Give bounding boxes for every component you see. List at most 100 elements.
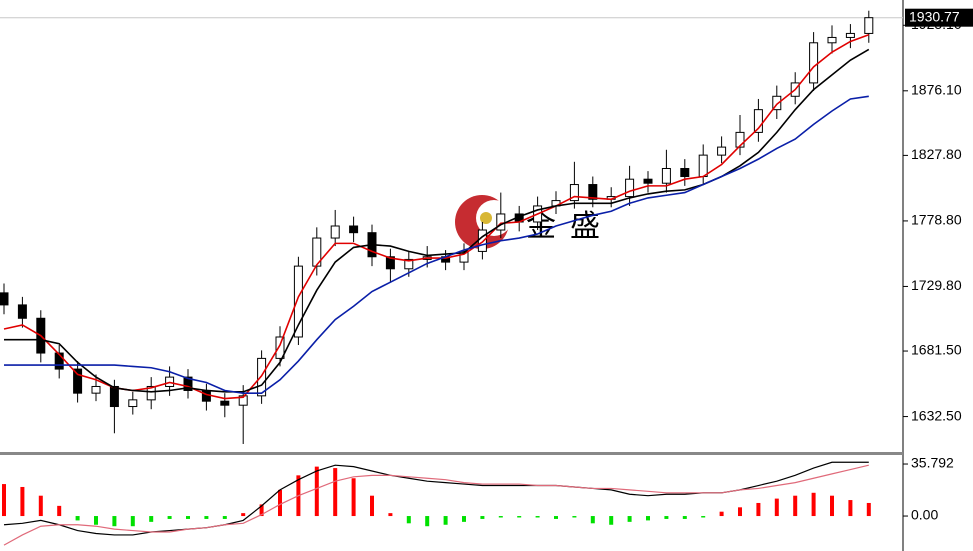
candle-body xyxy=(109,385,119,408)
candle-body xyxy=(588,184,598,200)
y-tick-label: 1876.10 xyxy=(911,82,962,98)
histogram-bar xyxy=(186,516,190,519)
candle-body xyxy=(477,229,487,252)
candle-body xyxy=(496,213,506,231)
histogram-bar xyxy=(370,495,374,517)
candle-body xyxy=(643,178,653,184)
histogram-bar xyxy=(498,516,503,518)
histogram-bar xyxy=(314,466,319,517)
candle-body xyxy=(293,265,303,338)
histogram-bar xyxy=(406,516,411,524)
histogram-bar xyxy=(793,495,798,517)
histogram-bar xyxy=(830,495,834,517)
candle-body xyxy=(275,336,285,359)
histogram-bar xyxy=(738,507,742,517)
candle-body xyxy=(809,42,819,84)
histogram-bar xyxy=(75,516,80,521)
histogram-bar xyxy=(535,516,540,518)
histogram-bar xyxy=(149,516,154,522)
candle-body xyxy=(0,292,9,306)
candle-body xyxy=(73,368,83,394)
histogram-bar xyxy=(425,516,430,527)
histogram-bar xyxy=(517,516,522,518)
moving-average xyxy=(3,34,870,400)
candle-body xyxy=(569,184,579,202)
histogram-bar xyxy=(682,516,687,519)
candle-body xyxy=(128,399,138,408)
histogram-bar xyxy=(462,516,466,522)
histogram-bar xyxy=(719,511,724,517)
candle-body xyxy=(146,385,156,401)
macd-line xyxy=(3,464,869,546)
candle-body xyxy=(385,256,395,270)
moving-average xyxy=(4,95,869,394)
histogram-bar xyxy=(94,516,98,525)
y-tick-label: 1632.50 xyxy=(911,407,962,423)
histogram-bar xyxy=(646,516,650,521)
y-tick-label: 0.00 xyxy=(911,507,938,523)
candle-body xyxy=(330,225,340,239)
candle-body xyxy=(17,304,27,319)
candle-body xyxy=(717,146,727,156)
histogram-bar xyxy=(701,516,706,518)
histogram-bar xyxy=(590,516,595,524)
histogram-bar xyxy=(130,516,135,527)
candle-body xyxy=(91,385,101,394)
candle-body xyxy=(845,32,855,38)
y-tick-label: 1827.80 xyxy=(911,146,962,162)
histogram-bar xyxy=(2,484,6,517)
candle-body xyxy=(827,36,837,44)
histogram-bar xyxy=(38,495,43,517)
pane-separator xyxy=(0,452,903,455)
histogram-bar xyxy=(222,516,227,519)
histogram-bar xyxy=(848,500,853,517)
histogram-bar xyxy=(480,516,485,519)
histogram-bar xyxy=(167,516,172,519)
histogram-bar xyxy=(20,486,25,517)
candle-body xyxy=(238,395,248,406)
candle-body xyxy=(735,131,745,148)
candle-body xyxy=(864,17,874,34)
candle-body xyxy=(680,167,690,178)
y-tick-label: 1729.80 xyxy=(911,277,962,293)
logo-dot xyxy=(480,212,492,224)
histogram-bar xyxy=(278,489,282,517)
candle-body xyxy=(220,400,230,406)
candle-body xyxy=(661,167,671,184)
histogram-bar xyxy=(57,505,62,517)
histogram-bar xyxy=(351,478,356,517)
candle-body xyxy=(625,178,635,198)
histogram-bar xyxy=(241,513,246,517)
candle-body xyxy=(698,154,708,178)
histogram-bar xyxy=(204,516,209,519)
histogram-bar xyxy=(811,492,816,517)
histogram-bar xyxy=(664,516,669,519)
histogram-bar xyxy=(774,498,779,517)
price-label: 1930.77 xyxy=(909,8,960,24)
y-tick-label: 1681.50 xyxy=(911,342,962,358)
candle-body xyxy=(772,95,782,111)
histogram-bar xyxy=(572,516,577,518)
candle-body xyxy=(349,225,359,234)
histogram-bar xyxy=(259,504,264,517)
y-tick-label: 1778.80 xyxy=(911,212,962,228)
candle-body xyxy=(183,376,193,391)
price-label-box xyxy=(905,8,973,27)
candle-body xyxy=(459,250,469,263)
histogram-bar xyxy=(443,516,448,525)
candle-body xyxy=(753,109,763,133)
histogram-bar xyxy=(554,516,558,519)
histogram-bar xyxy=(388,513,393,517)
histogram-bar xyxy=(112,516,117,527)
candle-body xyxy=(404,258,414,270)
candle-body xyxy=(257,357,267,397)
histogram-bar xyxy=(866,502,871,517)
histogram-bar xyxy=(333,468,338,517)
y-tick-label: 35.792 xyxy=(911,455,954,471)
histogram-bar xyxy=(627,516,632,522)
candle-body xyxy=(54,352,64,370)
histogram-bar xyxy=(609,516,614,525)
